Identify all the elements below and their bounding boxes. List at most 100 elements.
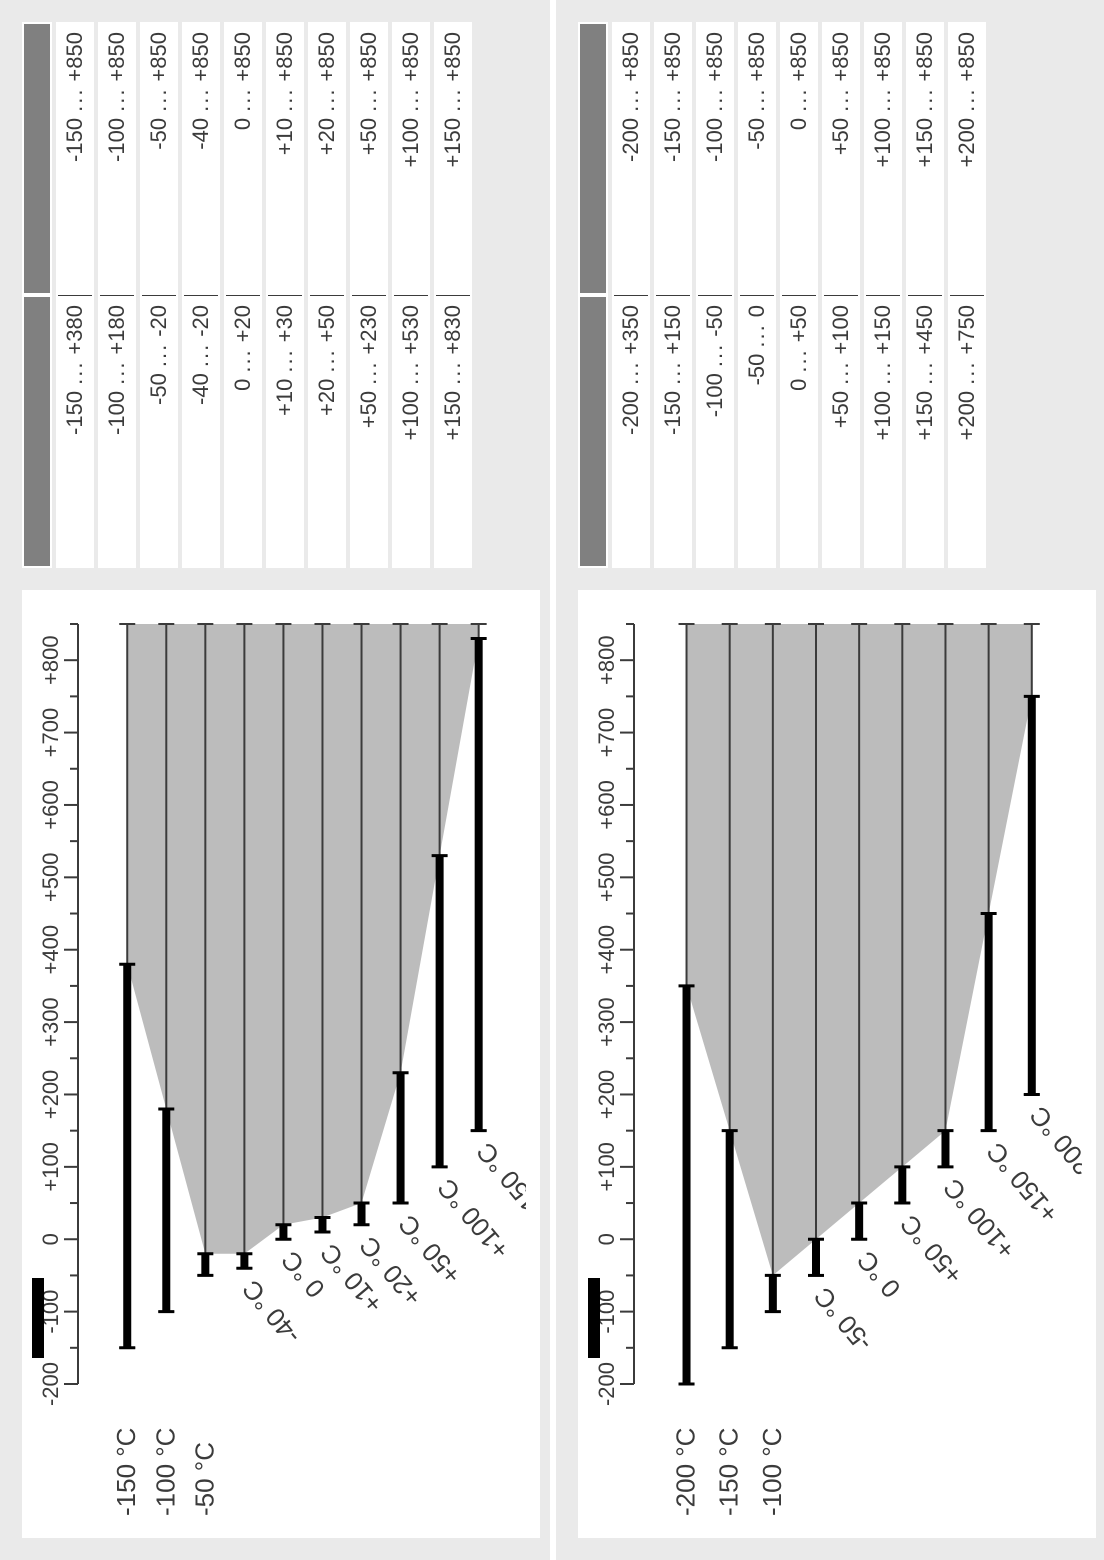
x-tick-label: 0 [594,1233,619,1245]
cell-b2: +850 [104,32,130,82]
table-row: +100...+150+100...+850 [864,22,902,568]
cell-b1: +100 [870,118,896,168]
dots: ... [786,342,812,378]
dots: ... [702,337,728,373]
dots: ... [314,342,340,378]
cell-a2: +750 [954,305,980,355]
table-cell-max: -150...+850 [56,22,94,295]
table-header-cell [578,295,608,568]
cell-b2: +850 [870,32,896,82]
table-cell-min: +50...+100 [822,295,860,568]
dots: ... [188,82,214,118]
table-top: -150...+380-150...+850-100...+180-100...… [22,22,540,568]
legend-bar-top [32,1278,44,1358]
table-row: -200...+350-200...+850 [612,22,650,568]
x-tick-label: 0 [38,1233,63,1245]
cell-a1: 0 [230,379,256,391]
dots: ... [272,342,298,378]
dots: ... [828,82,854,118]
table-row: -100...-50-100...+850 [696,22,734,568]
dots: ... [618,82,644,118]
cell-a2: +230 [356,305,382,355]
table-bottom: -200...+350-200...+850-150...+150-150...… [578,22,1096,568]
cell-a2: +20 [230,305,256,342]
dots: ... [356,355,382,391]
x-tick-label: -200 [594,1362,619,1406]
row-label: -150 °C [714,1428,744,1516]
table-body-bottom: -200...+350-200...+850-150...+150-150...… [612,22,986,568]
cell-a1: -50 [146,373,172,405]
cell-b2: +850 [188,32,214,82]
dots: ... [618,355,644,391]
table-header-cell [22,22,52,295]
table-row: -150...+380-150...+850 [56,22,94,568]
dots: ... [744,317,770,353]
table-row: -100...+180-100...+850 [98,22,136,568]
x-tick-label: +700 [594,708,619,758]
cell-b2: +850 [314,32,340,82]
chart-svg-bottom: -200-1000+100+200+300+400+500+600+700+80… [592,604,1082,1524]
row-label: -50 °C [189,1442,219,1516]
x-tick-label: +300 [38,997,63,1047]
cell-a2: -20 [146,305,172,337]
table-header-cell [578,22,608,295]
dots: ... [954,82,980,118]
table-cell-max: -100...+850 [696,22,734,295]
table-cell-max: -40...+850 [182,22,220,295]
table-cell-max: +100...+850 [864,22,902,295]
table-row: +50...+230+50...+850 [350,22,388,568]
table-cell-max: +100...+850 [392,22,430,295]
cell-a2: +100 [828,305,854,355]
dots: ... [440,355,466,391]
x-tick-label: +100 [38,1142,63,1192]
cell-a1: +50 [356,391,382,428]
table-cell-max: 0...+850 [224,22,262,295]
table-cell-min: 0...+20 [224,295,262,568]
cell-a2: +50 [314,305,340,342]
table-cell-max: +200...+850 [948,22,986,295]
row-label: -100 °C [757,1428,787,1516]
cell-a1: +50 [828,391,854,428]
cell-b2: +850 [272,32,298,82]
rotated-stage: -200-1000+100+200+300+400+500+600+700+80… [0,0,1104,1560]
row-label: -200 °C [671,1428,701,1516]
cell-b2: +850 [356,32,382,82]
table-row: -50...0-50...+850 [738,22,776,568]
cell-a2: +830 [440,305,466,355]
table-row: +200... +750 +200...+850 [948,22,986,568]
dots: ... [188,337,214,373]
table-cell-max: -50...+850 [738,22,776,295]
cell-a1: -200 [618,391,644,435]
dots: ... [870,82,896,118]
x-tick-label: +800 [38,635,63,685]
cell-a1: +100 [870,391,896,441]
cell-b2: +850 [146,32,172,82]
table-header-bottom [578,22,608,568]
table-cell-min: -50...0 [738,295,776,568]
cell-b2: +850 [744,32,770,82]
cell-a2: +380 [62,305,88,355]
dots: ... [786,82,812,118]
cell-b1: +200 [954,118,980,168]
cell-a1: +100 [398,391,424,441]
cell-b1: +10 [272,118,298,155]
dots: ... [146,82,172,118]
table-cell-min: -40...-20 [182,295,220,568]
cell-a2: +180 [104,305,130,355]
cell-b2: +850 [440,32,466,82]
x-tick-label: +600 [38,780,63,830]
dots: ... [744,82,770,118]
table-row: +10...+30+10...+850 [266,22,304,568]
table-cell-max: -150...+850 [654,22,692,295]
panel-bottom: -200-1000+100+200+300+400+500+600+700+80… [556,0,1104,1560]
x-tick-label: +200 [38,1070,63,1120]
table-cell-min: -100...+180 [98,295,136,568]
table-cell-max: -200...+850 [612,22,650,295]
x-tick-label: +500 [594,853,619,903]
table-cell-max: +150...+850 [906,22,944,295]
dots: ... [870,355,896,391]
cell-a1: -40 [188,373,214,405]
cell-b1: +50 [356,118,382,155]
table-cell-max: +50...+850 [822,22,860,295]
cell-a2: 0 [744,305,770,317]
